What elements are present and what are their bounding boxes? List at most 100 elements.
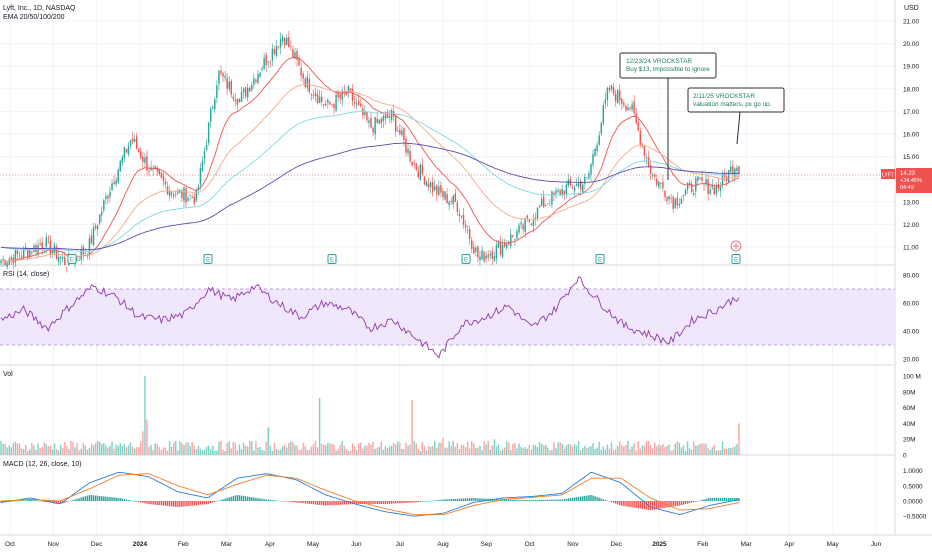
volume-bar bbox=[540, 443, 543, 455]
candle-body bbox=[662, 181, 664, 189]
volume-bar bbox=[604, 449, 607, 455]
macd-histogram-bar bbox=[403, 501, 405, 504]
candle-body bbox=[191, 197, 193, 198]
macd-histogram-bar bbox=[335, 501, 337, 506]
volume-bar bbox=[730, 447, 732, 455]
volume-bar bbox=[522, 448, 524, 455]
candle-body bbox=[571, 187, 574, 189]
volume-bar bbox=[392, 442, 395, 455]
macd-histogram-bar bbox=[649, 501, 652, 511]
candle-body bbox=[360, 103, 362, 107]
macd-histogram-bar bbox=[142, 501, 144, 503]
volume-bar bbox=[6, 447, 8, 455]
callout-2[interactable]: 2/11/25 VROCKSTAR valuation matters. px … bbox=[687, 87, 785, 145]
volume-bar bbox=[407, 445, 409, 455]
volume-bar bbox=[183, 445, 185, 455]
rsi-label[interactable]: RSI (14, close) bbox=[3, 271, 49, 278]
volume-bar bbox=[690, 449, 693, 455]
volume-bar bbox=[304, 445, 306, 455]
volume-bar bbox=[234, 442, 237, 455]
macd-histogram-bar bbox=[670, 501, 672, 507]
macd-histogram-bar bbox=[392, 501, 395, 504]
volume-bar bbox=[144, 376, 146, 455]
volume-bar bbox=[218, 441, 220, 455]
volume-bar bbox=[631, 446, 633, 455]
volume-bars bbox=[0, 376, 740, 455]
candle-body bbox=[66, 267, 68, 268]
candle-body bbox=[125, 148, 128, 153]
volume-bar bbox=[133, 448, 136, 455]
volume-bar bbox=[682, 445, 685, 455]
volume-bar bbox=[70, 440, 72, 455]
volume-bar bbox=[269, 445, 272, 455]
volume-bar bbox=[575, 445, 578, 455]
price-tick-label: 11.00 bbox=[903, 245, 919, 252]
macd-histogram-bar bbox=[314, 501, 317, 505]
volume-bar bbox=[723, 448, 726, 455]
macd-histogram-bar bbox=[594, 496, 596, 501]
event-icon[interactable] bbox=[730, 240, 742, 252]
macd-label[interactable]: MACD (12, 26, close, 10) bbox=[3, 461, 82, 468]
candle-body bbox=[727, 169, 730, 183]
candle-body bbox=[209, 108, 212, 122]
macd-histogram-bar bbox=[84, 496, 87, 501]
macd-histogram-bar bbox=[730, 497, 732, 501]
candle-body bbox=[725, 176, 728, 182]
volume-bar bbox=[318, 398, 321, 455]
macd-histogram-bar bbox=[127, 499, 130, 501]
macd-histogram-bar bbox=[150, 501, 152, 505]
volume-bar bbox=[101, 444, 103, 455]
ema-legend[interactable]: EMA 20/50/100/200 bbox=[3, 14, 65, 21]
macd-histogram-bar bbox=[542, 499, 545, 501]
macd-histogram-bar bbox=[41, 501, 43, 502]
candle-body bbox=[561, 189, 563, 195]
macd-histogram-bar bbox=[571, 497, 574, 501]
candle-body bbox=[55, 246, 58, 259]
volume-bar bbox=[49, 445, 52, 455]
candle-body bbox=[413, 163, 415, 165]
volume-bar bbox=[425, 450, 428, 455]
volume-bar bbox=[86, 449, 89, 455]
macd-histogram-bar bbox=[641, 501, 644, 509]
candle-body bbox=[390, 109, 393, 120]
candle-body bbox=[647, 157, 650, 167]
volume-bar bbox=[337, 448, 339, 455]
candle-body bbox=[113, 181, 115, 185]
macd-histogram-bar bbox=[162, 501, 165, 506]
volume-bar bbox=[121, 445, 124, 455]
macd-histogram-bar bbox=[212, 501, 214, 503]
candle-body bbox=[49, 240, 52, 255]
macd-histogram-bar bbox=[723, 497, 726, 501]
macd-histogram-bar bbox=[263, 499, 265, 501]
price-tag[interactable]: LYFT 14.23 +34.45% 04:49 bbox=[881, 168, 932, 193]
candle-body bbox=[84, 253, 87, 255]
macd-histogram-bar bbox=[555, 499, 557, 501]
macd-histogram-bar bbox=[281, 501, 284, 502]
callout-1[interactable]: 12/23/24 VROCKSTAR Buy $13, impossible t… bbox=[619, 52, 717, 180]
candle-body bbox=[45, 237, 47, 248]
macd-tick-label: 0.0000 bbox=[903, 499, 923, 506]
volume-bar bbox=[462, 445, 465, 455]
macd-histogram-bar bbox=[479, 498, 481, 501]
volume-bar bbox=[643, 445, 646, 455]
candle-body bbox=[160, 172, 163, 178]
macd-histogram-bar bbox=[355, 501, 358, 505]
candle-body bbox=[399, 129, 401, 135]
candle-body bbox=[162, 175, 165, 182]
candle-body bbox=[255, 79, 257, 82]
candle-body bbox=[158, 169, 161, 175]
macd-histogram-bar bbox=[732, 497, 734, 501]
volume-bar bbox=[473, 443, 475, 455]
volume-bar bbox=[460, 444, 463, 455]
candle-body bbox=[551, 191, 553, 205]
vol-label[interactable]: Vol bbox=[3, 371, 13, 378]
vol-tick-label: 100 M bbox=[903, 374, 921, 381]
volume-bar bbox=[588, 446, 590, 455]
price-tick-label: 19.00 bbox=[903, 64, 919, 71]
macd-histogram-bar bbox=[703, 499, 705, 501]
volume-bar bbox=[195, 449, 198, 455]
time-tick-label: Dec bbox=[611, 541, 623, 548]
candle-body bbox=[150, 167, 152, 171]
volume-bar bbox=[68, 448, 70, 455]
